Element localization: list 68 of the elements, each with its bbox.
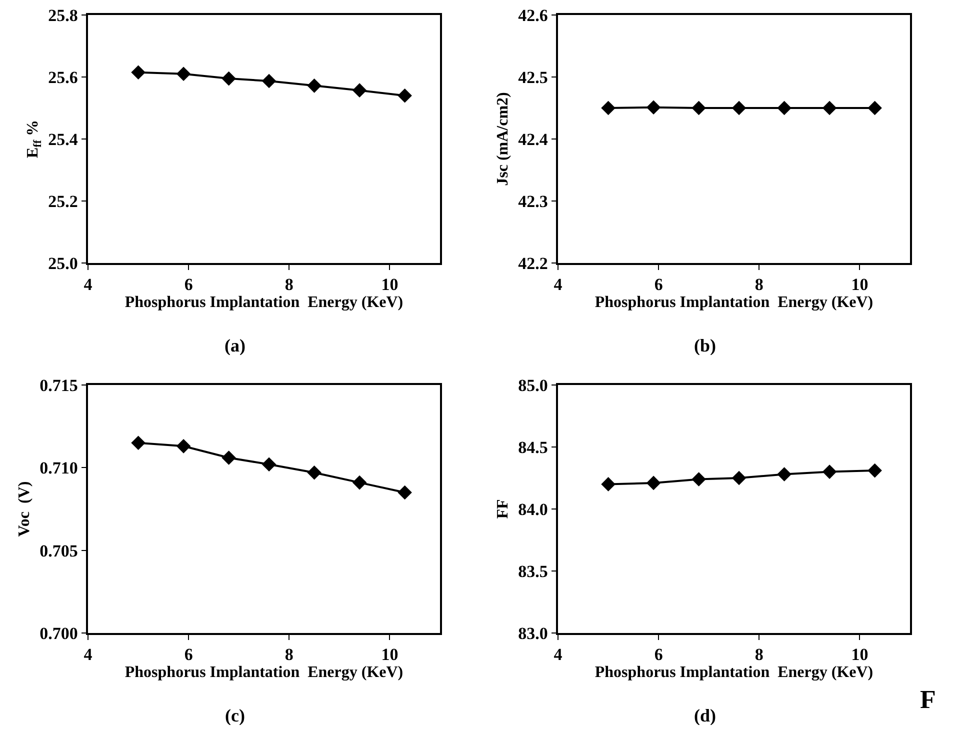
point — [822, 464, 837, 479]
y-tick-label: 42.4 — [518, 130, 548, 149]
x-axis-title: Phosphorus Implantation Energy (KeV) — [594, 664, 874, 682]
x-tick-label: 4 — [84, 275, 93, 294]
y-tick-label: 25.4 — [48, 130, 78, 149]
y-tick-label: 25.0 — [48, 254, 78, 273]
point — [262, 457, 276, 472]
point — [176, 439, 191, 454]
y-tick-label: 0.710 — [40, 458, 78, 478]
text: (d) — [694, 705, 716, 726]
text: F — [920, 685, 936, 714]
y-tick-label: 0.715 — [40, 376, 78, 395]
point — [262, 74, 276, 88]
point — [307, 78, 322, 93]
x-tick-label: 10 — [851, 645, 868, 664]
point — [601, 477, 616, 492]
y-tick-label: 25.6 — [48, 68, 78, 87]
point — [131, 65, 146, 80]
x-axis-title: Phosphorus Implantation Energy (KeV) — [124, 294, 404, 312]
y-tick-label: 25.8 — [48, 6, 78, 25]
point — [131, 436, 146, 450]
x-tick-label: 4 — [554, 645, 563, 664]
y-tick-label: 0.705 — [40, 541, 78, 560]
y-tick-label: 83.0 — [518, 624, 548, 643]
point — [398, 485, 412, 500]
x-tick-label: 6 — [654, 645, 663, 664]
y-tick-label: 84.5 — [518, 438, 548, 457]
text: (a) — [224, 335, 246, 356]
y-tick-label: 42.2 — [518, 254, 548, 273]
x-tick-label: 6 — [184, 645, 193, 664]
x-tick-label: 10 — [381, 645, 398, 664]
text: (c) — [225, 705, 245, 726]
point — [352, 475, 367, 490]
point — [176, 66, 191, 82]
x-tick-label: 4 — [84, 645, 93, 664]
point — [732, 470, 746, 486]
x-tick-label: 4 — [554, 275, 563, 294]
y-axis-title: Voc (V) — [16, 481, 33, 537]
text: (b) — [694, 335, 716, 356]
point — [646, 476, 661, 490]
y-tick-label: 84.0 — [518, 500, 548, 519]
y-axis-title: FF — [494, 499, 512, 519]
x-tick-label: 8 — [284, 645, 294, 664]
point — [398, 88, 412, 103]
y-axis-title: Jsc (mA/cm2) — [494, 92, 512, 186]
x-tick-label: 10 — [381, 275, 398, 294]
point — [777, 467, 792, 482]
point — [222, 450, 236, 465]
y-tick-label: 42.5 — [518, 68, 548, 87]
y-tick-label: 42.6 — [518, 6, 548, 25]
x-tick-label: 10 — [851, 275, 868, 294]
y-tick-label: 25.2 — [48, 192, 78, 211]
point — [222, 71, 236, 86]
x-tick-label: 6 — [184, 275, 193, 294]
y-tick-label: 83.5 — [518, 562, 548, 581]
x-tick-label: 8 — [284, 275, 294, 294]
point — [692, 472, 706, 486]
x-axis-title: Phosphorus Implantation Energy (KeV) — [124, 664, 404, 682]
x-tick-label: 8 — [754, 645, 764, 664]
x-tick-label: 6 — [654, 275, 663, 294]
x-axis-title: Phosphorus Implantation Energy (KeV) — [594, 294, 874, 312]
point — [307, 465, 322, 480]
y-tick-label: 85.0 — [518, 376, 548, 395]
y-tick-label: 0.700 — [40, 624, 78, 643]
point — [868, 463, 882, 478]
x-tick-label: 8 — [754, 275, 764, 294]
y-tick-label: 42.3 — [518, 192, 548, 211]
point — [352, 83, 367, 98]
